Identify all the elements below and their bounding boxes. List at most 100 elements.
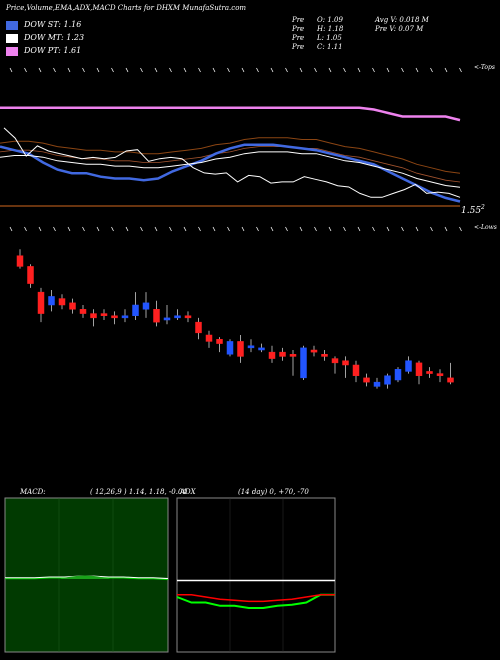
ema-series-line-1 — [0, 151, 461, 188]
candle-body — [69, 302, 76, 310]
candle-body — [111, 315, 118, 319]
stat-label-1: Pre — [292, 25, 305, 33]
top-tick — [430, 67, 433, 73]
legend-swatch — [6, 33, 18, 43]
top-tick — [154, 67, 158, 73]
candle-body — [300, 347, 307, 379]
stat-label-3: Pre — [292, 43, 305, 51]
legend-label: DOW MT: 1.23 — [24, 33, 85, 42]
top-tick — [24, 67, 27, 73]
top-tick — [169, 67, 172, 73]
candle-body — [394, 369, 402, 381]
stat-value-1: H: 1.18 — [317, 25, 344, 33]
stat-value-0: O: 1.09 — [317, 16, 343, 24]
bottom-tick — [386, 226, 390, 232]
top-tick — [285, 67, 288, 73]
bottom-tick — [38, 226, 42, 232]
bottom-tick — [140, 226, 143, 232]
candle-body — [100, 313, 108, 316]
candle-body — [352, 364, 360, 376]
top-tick — [241, 67, 245, 73]
candle-body — [195, 321, 202, 334]
top-tick — [343, 67, 346, 73]
candle-body — [226, 341, 234, 355]
candle-body — [331, 358, 339, 364]
legend-swatch — [6, 46, 18, 56]
bottom-tick — [459, 226, 462, 232]
bottom-tick — [343, 226, 346, 232]
top-tick — [212, 67, 216, 73]
macd-params: ( 12,26,9 ) 1.14, 1.18, -0.04 — [90, 488, 187, 496]
bottom-tick — [256, 226, 259, 232]
candle-body — [205, 334, 213, 342]
macd-panel — [4, 497, 169, 653]
top-tick — [372, 67, 375, 73]
bottom-tick — [169, 226, 172, 232]
candle-body — [415, 362, 423, 376]
candle-body — [132, 304, 139, 316]
candle-body — [289, 354, 297, 357]
top-tick — [183, 67, 187, 73]
candle-body — [142, 302, 150, 310]
bottom-tick — [24, 226, 27, 232]
top-tick — [96, 67, 100, 73]
candle-body — [373, 381, 381, 387]
bottom-tick — [270, 226, 274, 232]
candle-body — [163, 317, 171, 321]
candle-body — [121, 315, 129, 319]
top-tick — [125, 67, 129, 73]
candle-body — [405, 360, 412, 372]
top-tick — [444, 67, 448, 73]
legend-swatch — [6, 20, 18, 30]
legend-item: DOW ST: 1.16 — [6, 18, 101, 31]
bottom-tick — [96, 226, 100, 232]
macd-histogram — [60, 575, 110, 579]
bottom-tick — [67, 226, 71, 232]
candle-body — [321, 354, 328, 357]
candle-body — [247, 345, 255, 349]
bottom-tick — [372, 226, 375, 232]
candle-body — [37, 291, 45, 314]
candle-body — [174, 315, 181, 319]
bottom-tick — [401, 226, 404, 232]
top-tick — [67, 67, 71, 73]
candle-body — [184, 315, 192, 319]
legend-label: DOW PT: 1.61 — [24, 46, 82, 55]
top-tick — [459, 67, 462, 73]
candle-body — [27, 266, 34, 284]
candle-body — [153, 309, 160, 323]
ema-mid-band — [0, 146, 461, 183]
stat-value-3: C: 1.11 — [317, 43, 343, 51]
adx-params: (14 day) 0, +70, -70 — [238, 488, 309, 496]
top-tick — [256, 67, 259, 73]
adx-plus-di-line — [176, 593, 335, 609]
lows-label: <-Lows — [474, 224, 497, 231]
candle-body — [363, 377, 370, 383]
candle-body — [310, 349, 318, 353]
macd-title: MACD: — [20, 488, 46, 496]
bottom-tick — [125, 226, 129, 232]
candle-body — [384, 375, 391, 385]
top-tick — [227, 67, 230, 73]
candle-body — [279, 351, 286, 357]
bottom-tick — [9, 226, 13, 232]
candle-body — [237, 341, 244, 357]
candle-body — [436, 373, 444, 376]
candle-body — [426, 371, 433, 374]
price-marker-label: 1.552 — [461, 204, 485, 216]
bottom-tick — [198, 226, 201, 232]
stat-label-0: Pre — [292, 16, 305, 24]
stat-label-2: Pre — [292, 34, 305, 42]
ema-series-line-0 — [0, 143, 461, 203]
ema-upper-band — [0, 137, 461, 174]
top-tick — [111, 67, 114, 73]
top-tick — [328, 67, 332, 73]
candle-body — [268, 351, 276, 359]
adx-panel — [176, 497, 336, 653]
bottom-tick — [314, 226, 317, 232]
price-close-line — [3, 127, 461, 198]
stat-value-2: L: 1.05 — [317, 34, 342, 42]
tops-label: <-Tops — [474, 64, 495, 71]
adx-minus-di-line — [177, 594, 335, 603]
top-tick — [198, 67, 201, 73]
